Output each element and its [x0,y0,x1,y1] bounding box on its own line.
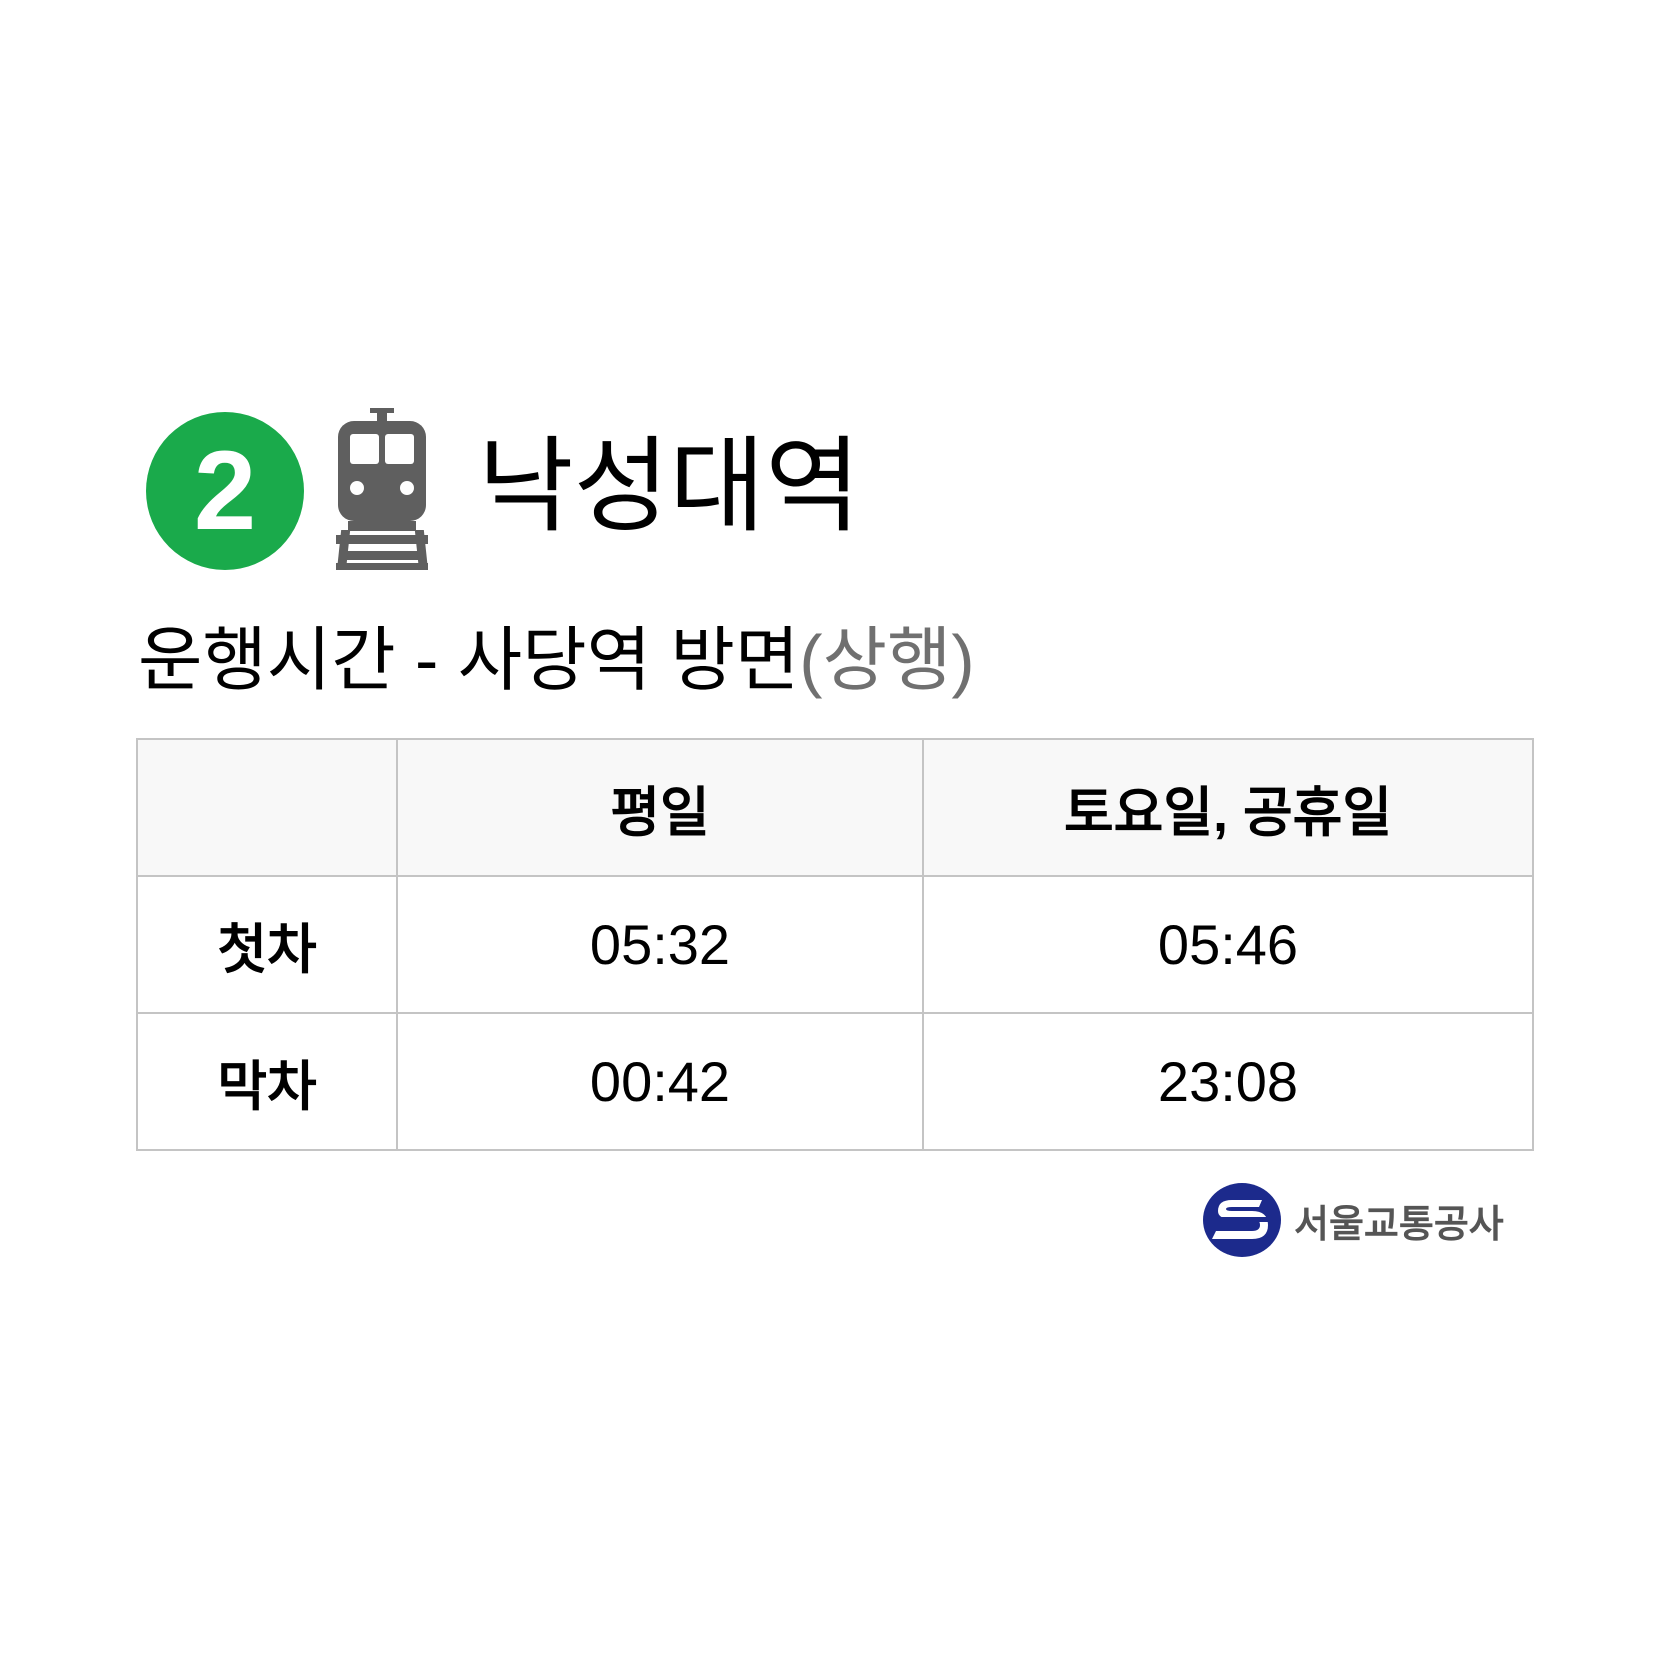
direction-label: 운행시간 - 사당역 방면 [138,621,800,699]
header-weekend: 토요일, 공휴일 [922,738,1534,877]
train-icon [336,408,428,570]
line-2-badge: 2 [146,412,304,570]
first-train-weekday: 05:32 [396,875,924,1014]
row-label-last-train: 막차 [136,1012,398,1151]
last-train-weekend: 23:08 [922,1012,1534,1151]
company-name: 서울교통공사 [1294,1203,1504,1246]
table-row-first-train: 첫차 05:32 05:46 [136,875,1534,1014]
direction-heading: 운행시간 - 사당역 방면(상행) [138,622,975,699]
station-name: 낙성대역 [478,429,861,545]
line-number: 2 [193,428,257,553]
seoul-metro-logo-icon [1203,1183,1281,1257]
direction-sub: (상행) [799,621,975,699]
row-label-first-train: 첫차 [136,875,398,1014]
header-empty-cell [136,738,398,877]
timetable-header-row: 평일 토요일, 공휴일 [136,738,1534,877]
header-weekday: 평일 [396,738,924,877]
first-train-weekend: 05:46 [922,875,1534,1014]
last-train-weekday: 00:42 [396,1012,924,1151]
timetable: 평일 토요일, 공휴일 첫차 05:32 05:46 막차 00:42 23:0… [136,738,1534,1151]
company-logo: 서울교통공사 [1202,1182,1504,1258]
table-row-last-train: 막차 00:42 23:08 [136,1012,1534,1151]
